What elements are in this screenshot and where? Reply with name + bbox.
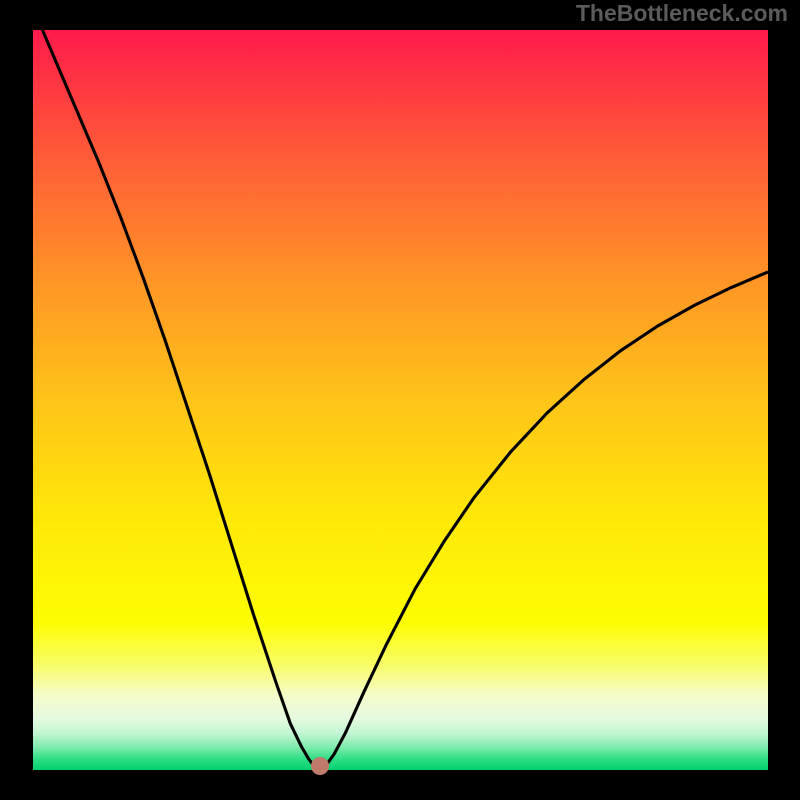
chart-frame: TheBottleneck.com [0,0,800,800]
gradient-plot-area [33,30,768,770]
watermark-text: TheBottleneck.com [576,0,788,27]
optimal-point-marker [311,757,329,775]
